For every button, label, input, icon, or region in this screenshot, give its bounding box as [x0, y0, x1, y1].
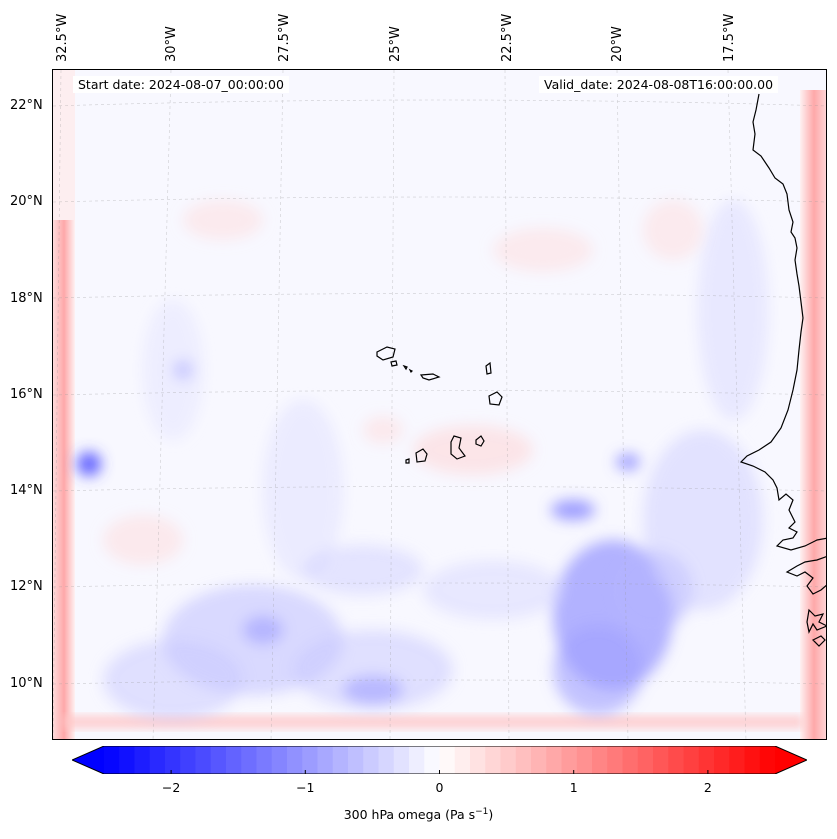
omega-field-map	[53, 70, 826, 739]
lat-label: 16°N	[10, 387, 43, 402]
map-plot-area[interactable]	[52, 69, 827, 740]
lon-label: 32.5°W	[55, 13, 70, 62]
lon-label: 27.5°W	[277, 13, 292, 62]
african-coastline	[739, 93, 826, 647]
colorbar-segment	[165, 746, 181, 774]
colorbar-segment	[409, 746, 425, 774]
colorbar-min-extend	[72, 746, 104, 774]
lat-label: 22°N	[10, 98, 43, 113]
colorbar-segment	[500, 746, 517, 774]
valid-date-label: Valid_date: 2024-08-08T16:00:00.00	[539, 76, 779, 93]
colorbar-segment	[226, 746, 242, 774]
negative-omega-patches	[77, 200, 768, 720]
lon-label: 25°W	[388, 26, 403, 62]
colorbar-segment	[622, 746, 639, 774]
colorbar-segment	[515, 746, 532, 774]
colorbar-segment	[607, 746, 624, 774]
colorbar-segment	[271, 746, 288, 774]
colorbar-segment	[134, 746, 151, 774]
colorbar-segment	[759, 746, 776, 774]
colorbar-segment	[698, 746, 715, 774]
lat-label: 20°N	[10, 194, 43, 209]
lon-label: 30°W	[164, 26, 179, 62]
colorbar-segment	[454, 746, 471, 774]
lat-label: 10°N	[10, 676, 43, 691]
colorbar-segment	[287, 746, 303, 774]
colorbar-segment	[576, 746, 593, 774]
colorbar-graphic	[70, 745, 809, 775]
colorbar	[70, 745, 809, 775]
colorbar-segment	[668, 746, 685, 774]
colorbar-segment	[592, 746, 608, 774]
colorbar-segment	[241, 746, 258, 774]
colorbar-segment	[439, 746, 456, 774]
colorbar-segment	[210, 746, 227, 774]
colorbar-segment	[714, 746, 730, 774]
graticule	[53, 70, 826, 739]
lat-label: 12°N	[10, 579, 43, 594]
lon-label: 17.5°W	[722, 13, 737, 62]
colorbar-tick-label: −2	[161, 780, 181, 795]
colorbar-segment	[561, 746, 578, 774]
colorbar-segment	[119, 746, 136, 774]
colorbar-segment	[485, 746, 502, 774]
colorbar-segment	[256, 746, 273, 774]
colorbar-segment	[393, 746, 410, 774]
cape-verde-islands	[376, 346, 503, 464]
colorbar-segment	[531, 746, 547, 774]
colorbar-max-extend	[775, 746, 807, 774]
colorbar-segment	[637, 746, 654, 774]
colorbar-segment	[149, 746, 166, 774]
colorbar-label: 300 hPa omega (Pa s−1)	[343, 807, 494, 823]
colorbar-segment	[363, 746, 380, 774]
colorbar-tick-label: 1	[569, 780, 578, 795]
colorbar-segment	[302, 746, 319, 774]
colorbar-tick-label: −1	[296, 780, 315, 795]
colorbar-segment	[378, 746, 395, 774]
colorbar-segment	[653, 746, 669, 774]
start-date-label: Start date: 2024-08-07_00:00:00	[73, 76, 289, 93]
colorbar-segment	[195, 746, 212, 774]
colorbar-tick-label: 2	[703, 780, 712, 795]
colorbar-segment	[317, 746, 334, 774]
lon-label: 22.5°W	[500, 13, 515, 62]
colorbar-segment	[470, 746, 486, 774]
colorbar-segment	[348, 746, 364, 774]
colorbar-tick-label: 0	[435, 780, 444, 795]
colorbar-segment	[332, 746, 349, 774]
lat-label: 18°N	[10, 291, 43, 306]
colorbar-segment	[180, 746, 197, 774]
colorbar-segment	[546, 746, 563, 774]
lat-label: 14°N	[10, 483, 43, 498]
colorbar-segment	[729, 746, 746, 774]
colorbar-segment	[744, 746, 761, 774]
boundary-bands	[53, 70, 826, 739]
lon-label: 20°W	[610, 26, 625, 62]
colorbar-segment	[683, 746, 700, 774]
colorbar-segment	[104, 746, 120, 774]
positive-omega-patches	[103, 200, 703, 565]
colorbar-segment	[424, 746, 441, 774]
